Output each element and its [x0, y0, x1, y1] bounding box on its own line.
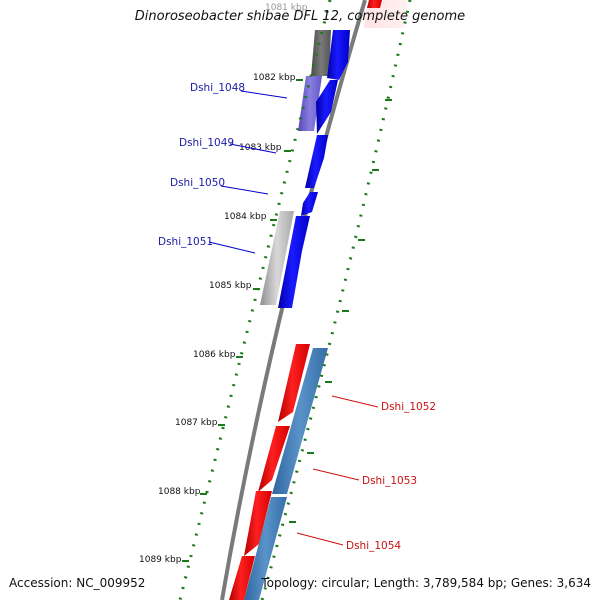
cds-dshi-1048	[316, 80, 338, 134]
gene-label-dshi-1053: Dshi_1053	[362, 475, 417, 487]
gene-label-dshi-1054: Dshi_1054	[346, 540, 401, 552]
cds-dshi-1049	[305, 135, 328, 188]
leader-line-dshi-1053	[312, 468, 360, 481]
ruler-label-1085: 1085 kbp	[209, 281, 252, 291]
ruler-ticks	[182, 79, 392, 562]
cds-dshi-1054	[244, 491, 272, 556]
leader-line-dshi-1050	[220, 185, 269, 195]
gene-label-dshi-1049: Dshi_1049	[179, 137, 234, 149]
ruler-label-1082: 1082 kbp	[253, 73, 296, 83]
gene-label-dshi-1048: Dshi_1048	[190, 82, 245, 94]
gray-feature-dshi-1051	[260, 211, 294, 305]
purple-feature-dshi-1048	[298, 76, 322, 131]
light-blue-track-upper	[272, 348, 328, 494]
cds-dshi-1050	[301, 192, 318, 216]
ruler-label-1087: 1087 kbp	[175, 418, 218, 428]
cds-dshi-1047	[327, 30, 350, 80]
cds-dshi-1053	[258, 426, 290, 492]
map-title: Dinoroseobacter shibae DFL 12, complete …	[134, 9, 466, 24]
inner-ruler-dots	[178, 0, 332, 600]
ruler-label-1081: 1081 kbp	[265, 3, 308, 13]
ruler-label-1086: 1086 kbp	[193, 350, 236, 360]
leader-line-dshi-1052	[331, 395, 379, 408]
ruler-label-1083: 1083 kbp	[239, 143, 282, 153]
leader-line-dshi-1049	[229, 143, 277, 154]
cds-dshi-1055	[229, 556, 255, 600]
leader-line-dshi-1051	[208, 241, 256, 254]
ruler-label-1084: 1084 kbp	[224, 212, 267, 222]
gene-label-dshi-1052: Dshi_1052	[381, 401, 436, 413]
top-red-feature	[367, 0, 382, 8]
leader-line-dshi-1054	[296, 532, 344, 546]
gene-label-dshi-1050: Dshi_1050	[170, 177, 225, 189]
light-blue-track-lower	[244, 497, 287, 600]
ruler-label-1089: 1089 kbp	[139, 555, 182, 565]
genome-backbone	[220, 0, 367, 600]
topology-text: Topology: circular; Length: 3,789,584 bp…	[261, 576, 591, 590]
ruler-label-1088: 1088 kbp	[158, 487, 201, 497]
cds-dshi-1051	[278, 216, 310, 308]
accession-text: Accession: NC_009952	[9, 576, 146, 590]
dark-gray-feature	[311, 30, 331, 76]
cds-dshi-1052	[278, 344, 310, 422]
leader-line-dshi-1048	[240, 90, 288, 99]
gene-label-dshi-1051: Dshi_1051	[158, 236, 213, 248]
